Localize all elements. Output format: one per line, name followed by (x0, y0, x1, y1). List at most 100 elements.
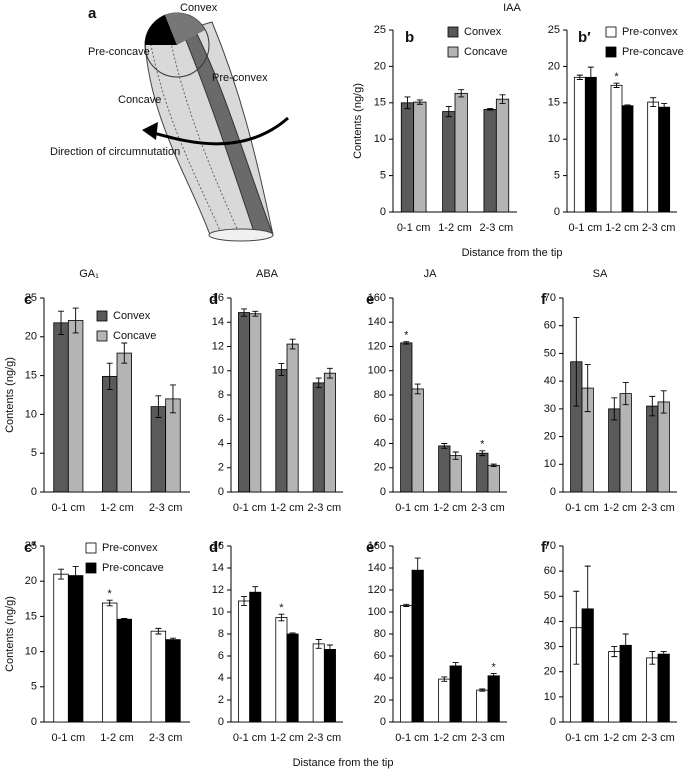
legend-swatch (605, 46, 617, 58)
y-tick-label: 10 (25, 646, 37, 658)
diagram-label: Pre-concave (88, 46, 150, 58)
bar (286, 633, 299, 723)
y-tick-label: 16 (212, 540, 224, 552)
y-tick-label: 120 (368, 584, 386, 596)
bar (495, 98, 510, 213)
x-tick-label: 0-1 cm (233, 502, 267, 514)
y-tick-label: 12 (212, 340, 224, 352)
legend-label: Pre-concave (102, 562, 164, 574)
error-bar (169, 637, 176, 642)
error-bar (584, 364, 591, 413)
y-tick-label: 140 (368, 562, 386, 574)
y-tick-label: 4 (218, 672, 224, 684)
bar (249, 313, 262, 493)
y-tick-label: 25 (374, 24, 386, 36)
bar (454, 92, 468, 213)
diagram-label: Pre-convex (212, 72, 268, 84)
x-tick-label: 0-1 cm (395, 732, 429, 744)
error-bar (611, 646, 618, 658)
bar (275, 369, 288, 493)
error-bar (121, 342, 128, 364)
x-tick-label: 2-3 cm (641, 732, 675, 744)
bar (610, 84, 623, 213)
error-bar (490, 673, 497, 679)
y-tick-label: 8 (218, 628, 224, 640)
significance-mark: * (480, 439, 485, 451)
bar (249, 591, 262, 723)
significance-mark: * (108, 588, 113, 600)
y-tick-label: 20 (544, 430, 556, 442)
y-tick-label: 5 (380, 170, 386, 182)
bar (573, 76, 586, 213)
x-tick-label: 0-1 cm (565, 732, 599, 744)
error-bar (587, 66, 594, 88)
x-tick-label: 2-3 cm (149, 732, 183, 744)
error-bar (452, 662, 459, 670)
y-tick-label: 40 (544, 375, 556, 387)
tube-end (208, 228, 274, 242)
bar (323, 372, 336, 493)
y-tick-label: 0 (550, 716, 556, 728)
y-tick-label: 14 (212, 316, 224, 328)
y-tick-label: 10 (544, 691, 556, 703)
y-tick-label: 60 (374, 650, 386, 662)
y-tick-label: 0 (31, 716, 37, 728)
panel-title: ABA (256, 268, 279, 280)
panel-letter: e′ (366, 539, 378, 556)
error-bar (241, 308, 248, 317)
arrow (149, 116, 289, 146)
y-tick-label: 10 (212, 365, 224, 377)
y-tick-label: 10 (25, 408, 37, 420)
x-tick-label: 0-1 cm (565, 502, 599, 514)
divider (149, 39, 223, 236)
bar (442, 111, 456, 213)
error-bar (649, 395, 656, 417)
x-tick-label: 1-2 cm (270, 502, 304, 514)
panel-letter: e (366, 291, 374, 308)
y-tick-label: 40 (374, 672, 386, 684)
error-bar (573, 316, 580, 407)
bar (411, 388, 424, 493)
bar (400, 605, 413, 723)
panel-letter: c′ (24, 539, 36, 556)
y-tick-label: 40 (544, 615, 556, 627)
y-tick-label: 70 (544, 540, 556, 552)
error-bar (584, 565, 591, 653)
error-bar (169, 384, 176, 414)
y-tick-label: 0 (218, 716, 224, 728)
x-tick-label: 1-2 cm (100, 732, 134, 744)
bar (67, 575, 84, 723)
error-bar (458, 89, 465, 98)
panel-letter: c (24, 291, 32, 308)
bar (657, 401, 670, 493)
bar (647, 101, 660, 213)
bar (323, 649, 336, 723)
bar (238, 600, 251, 723)
y-tick-label: 60 (544, 320, 556, 332)
bar (116, 618, 132, 723)
legend-swatch (96, 310, 108, 322)
error-bar (241, 596, 248, 606)
error-bar (487, 108, 494, 111)
bar (658, 106, 671, 213)
y-tick-label: 20 (25, 331, 37, 343)
legend-swatch (85, 542, 97, 554)
bar (102, 602, 118, 723)
error-bar (414, 557, 421, 583)
panel-letter: a (88, 5, 97, 22)
y-tick-label: 20 (25, 575, 37, 587)
y-tick-label: 50 (544, 590, 556, 602)
bar (646, 657, 659, 723)
bar (238, 312, 251, 493)
y-axis-label: Contents (ng/g) (4, 596, 16, 672)
y-tick-label: 0 (380, 206, 386, 218)
error-bar (58, 310, 65, 335)
x-tick-label: 0-1 cm (52, 732, 86, 744)
legend-label: Concave (113, 330, 156, 342)
y-tick-label: 15 (374, 97, 386, 109)
y-tick-label: 25 (548, 24, 560, 36)
bar (487, 464, 500, 493)
panel-letter: b′ (578, 29, 591, 46)
error-bar (121, 618, 128, 621)
